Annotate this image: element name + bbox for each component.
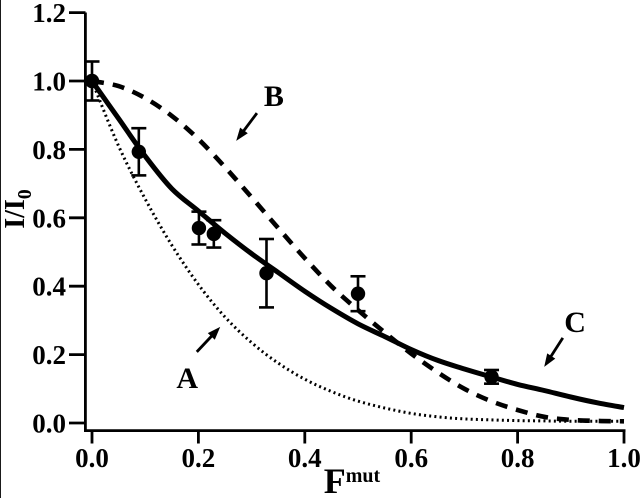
annotation-arrowhead-icon (207, 326, 221, 340)
annotation-arrowhead-icon (544, 353, 556, 367)
data-point-marker (484, 369, 499, 385)
y-axis-title: I/I0 (1, 189, 36, 229)
axis-frame (84, 12, 626, 432)
data-point-marker (350, 286, 366, 301)
data-point (131, 126, 147, 177)
x-axis-title-main: F (324, 461, 346, 498)
x-axis-ticks: 0.0 0.2 0.4 0.6 0.8 1.0 (75, 430, 640, 473)
x-tick-label: 0.8 (501, 443, 535, 473)
x-tick-label: 1.0 (607, 443, 640, 473)
y-tick-label: 0.2 (32, 340, 66, 370)
data-point-marker (131, 144, 147, 159)
data-point (84, 60, 100, 102)
data-point (258, 237, 274, 309)
y-axis-title-subscript: 0 (14, 189, 36, 199)
x-tick-label: 0.0 (75, 443, 109, 473)
y-tick-label: 1.2 (32, 0, 66, 28)
data-point (206, 218, 222, 249)
y-tick-label: 1.0 (32, 67, 66, 97)
curve-a-dotted (90, 80, 624, 423)
data-point-marker (206, 226, 222, 242)
annotation-a: A (176, 326, 221, 395)
x-tick-label: 0.6 (394, 443, 428, 473)
y-tick-label: 0.8 (32, 135, 66, 165)
y-axis-ticks: 0.0 0.2 0.4 0.6 0.8 1.0 1.2 (32, 0, 86, 439)
x-axis-title-superscript: mut (346, 465, 381, 487)
curve-b-dashed (91, 78, 625, 424)
curve-label-b: B (264, 80, 284, 113)
curve-annotations: A B C (176, 80, 585, 395)
data-point-marker (259, 266, 274, 281)
data-point-marker (84, 73, 100, 89)
x-tick-label: 0.2 (182, 443, 216, 473)
curve-label-a: A (176, 362, 198, 395)
y-tick-label: 0.0 (32, 409, 66, 439)
data-point (484, 368, 500, 385)
y-axis-title-main: I/I (1, 199, 31, 229)
data-points (84, 60, 500, 385)
annotation-b: B (236, 80, 284, 141)
annotation-c: C (544, 306, 586, 367)
data-point (191, 210, 207, 246)
data-point-marker (191, 220, 207, 236)
x-axis-title: Fmut (324, 461, 381, 498)
x-tick-label: 0.4 (288, 443, 322, 473)
curve-c-solid (89, 79, 625, 411)
annotation-arrowhead-icon (236, 127, 248, 141)
y-tick-label: 0.4 (32, 272, 66, 302)
model-curves (89, 78, 625, 424)
curve-label-c: C (564, 306, 586, 339)
y-tick-label: 0.6 (32, 203, 66, 233)
data-point (350, 274, 366, 313)
